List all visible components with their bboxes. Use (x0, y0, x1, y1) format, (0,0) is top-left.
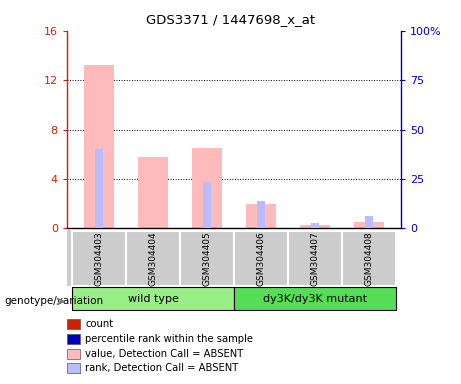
Bar (72, 231, 126, 286)
Bar (234, 231, 288, 286)
Bar (246, 204, 276, 228)
Bar (138, 157, 168, 228)
Bar (365, 216, 373, 228)
Bar (180, 231, 234, 286)
Bar (311, 223, 319, 228)
Text: count: count (85, 319, 113, 329)
Bar (300, 225, 330, 228)
Bar (192, 148, 222, 228)
Bar (95, 149, 103, 228)
Text: GSM304408: GSM304408 (364, 231, 373, 286)
Text: rank, Detection Call = ABSENT: rank, Detection Call = ABSENT (85, 363, 238, 373)
Text: GSM304404: GSM304404 (148, 231, 158, 286)
Bar (257, 201, 265, 228)
Bar (234, 287, 396, 310)
Text: genotype/variation: genotype/variation (5, 296, 104, 306)
Bar (354, 222, 384, 228)
Text: GSM304406: GSM304406 (256, 231, 266, 286)
Text: wild type: wild type (128, 293, 178, 304)
Text: GSM304407: GSM304407 (310, 231, 319, 286)
Bar (126, 231, 180, 286)
Text: GSM304403: GSM304403 (95, 231, 104, 286)
Bar (72, 287, 234, 310)
Bar (342, 231, 396, 286)
Bar (84, 65, 114, 228)
Text: value, Detection Call = ABSENT: value, Detection Call = ABSENT (85, 349, 243, 359)
Text: GSM304405: GSM304405 (202, 231, 212, 286)
Text: dy3K/dy3K mutant: dy3K/dy3K mutant (263, 293, 367, 304)
Text: GDS3371 / 1447698_x_at: GDS3371 / 1447698_x_at (146, 13, 315, 26)
Bar (288, 231, 342, 286)
Text: percentile rank within the sample: percentile rank within the sample (85, 334, 253, 344)
Bar (203, 182, 211, 228)
